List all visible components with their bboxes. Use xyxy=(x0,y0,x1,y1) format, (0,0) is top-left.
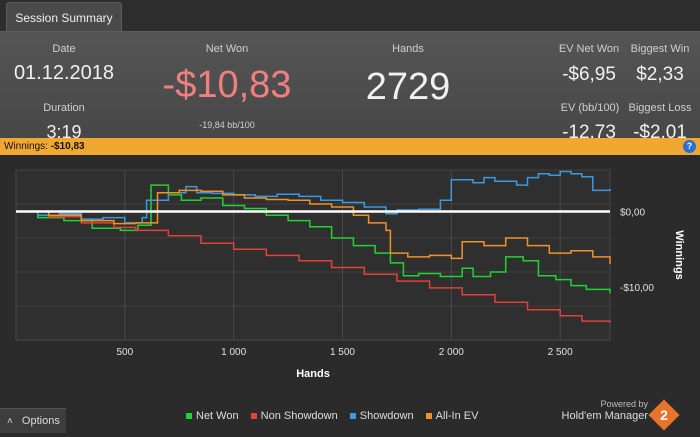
x-tick-label: 2 000 xyxy=(439,347,464,358)
y-tick-label: $0,00 xyxy=(620,208,645,219)
net-won-value: -$10,83 xyxy=(162,64,292,106)
legend-label: Showdown xyxy=(359,410,414,422)
ev-bb-label: EV (bb/100) xyxy=(560,102,620,114)
hm2-logo-icon: 2 xyxy=(648,399,680,431)
brand-name: Hold'em Manager xyxy=(561,410,648,422)
help-icon[interactable]: ? xyxy=(683,140,696,153)
series-line xyxy=(16,170,611,224)
winnings-value: -$10,83 xyxy=(50,141,85,152)
legend-item-net-won: Net Won xyxy=(186,410,239,422)
hands-label: Hands xyxy=(392,43,424,55)
legend-swatch xyxy=(349,412,356,419)
legend-label: All-In EV xyxy=(435,410,479,422)
biggest-loss-label: Biggest Loss xyxy=(628,102,692,114)
tab-label: Session Summary xyxy=(15,11,113,25)
summary-panel: Date 01.12.2018 Duration 3:19 Net Won -$… xyxy=(0,31,700,143)
winnings-banner: Winnings: -$10,83 ? xyxy=(0,138,700,155)
x-tick-label: 1 000 xyxy=(221,347,246,358)
biggest-win-label: Biggest Win xyxy=(630,43,690,55)
chart-legend: Net Won Non Showdown Showdown All-In EV xyxy=(186,410,487,422)
net-won-label: Net Won xyxy=(205,43,249,55)
legend-label: Net Won xyxy=(196,410,239,422)
series-line xyxy=(16,210,611,323)
duration-value: 3:19 xyxy=(46,122,82,142)
date-value: 01.12.2018 xyxy=(13,62,115,84)
legend-item-non-showdown: Non Showdown xyxy=(250,410,338,422)
winnings-banner-text: Winnings: -$10,83 xyxy=(4,138,85,155)
x-tick-label: 2 500 xyxy=(548,347,573,358)
chevron-up-icon: ˄ xyxy=(7,416,13,427)
winnings-chart: 500 1 000 1 500 2 000 2 500 $0,00 -$10,00 Hands… xyxy=(0,155,700,408)
logo-digit: 2 xyxy=(660,407,668,423)
options-button[interactable]: ˄ Options xyxy=(0,408,66,433)
legend-label: Non Showdown xyxy=(260,410,338,422)
powered-by-text: Powered by xyxy=(600,399,648,409)
options-label: Options xyxy=(21,415,60,427)
winnings-chart-svg: 500 1 000 1 500 2 000 2 500 $0,00 -$10,00 Hands… xyxy=(15,169,685,380)
footer-bar xyxy=(0,408,700,433)
legend-item-allin-ev: All-In EV xyxy=(425,410,479,422)
ev-bb-value: -12,73 xyxy=(562,122,616,143)
x-axis-label: Hands xyxy=(296,368,330,380)
y-tick-label: -$10,00 xyxy=(620,283,654,294)
y-axis-label: Winnings xyxy=(673,230,685,279)
winnings-prefix: Winnings: xyxy=(4,141,48,152)
net-won-bb-value: -19,84 bb/100 xyxy=(199,120,255,130)
legend-swatch xyxy=(250,412,257,419)
x-tick-label: 500 xyxy=(116,347,133,358)
biggest-loss-value: -$2,01 xyxy=(633,122,687,143)
duration-label: Duration xyxy=(43,102,85,114)
tab-bar: Session Summary xyxy=(0,0,700,32)
tab-session-summary[interactable]: Session Summary xyxy=(6,2,122,32)
series-line xyxy=(16,189,611,265)
legend-swatch xyxy=(425,412,432,419)
ev-net-won-value: -$6,95 xyxy=(562,64,616,85)
hands-value: 2729 xyxy=(365,66,451,108)
legend-item-showdown: Showdown xyxy=(349,410,414,422)
series-line xyxy=(16,184,611,294)
legend-swatch xyxy=(186,412,192,419)
plot-area xyxy=(15,169,611,341)
x-tick-label: 1 500 xyxy=(330,347,355,358)
date-label: Date xyxy=(52,43,76,55)
ev-net-won-label: EV Net Won xyxy=(558,43,620,55)
biggest-win-value: $2,33 xyxy=(636,64,684,85)
